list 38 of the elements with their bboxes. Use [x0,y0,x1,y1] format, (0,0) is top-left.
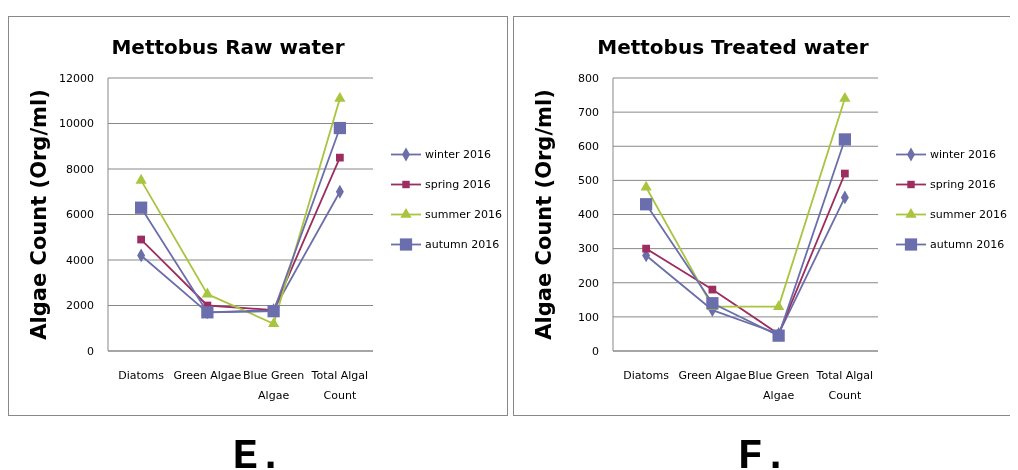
y-tick-label: 2000 [66,299,94,313]
x-tick-label: Blue Green Algae [243,369,305,402]
y-tick-label: 0 [592,344,599,358]
x-tick-label: Diatoms [623,369,670,382]
x-tick-label: Blue Green Algae [748,369,810,402]
legend-label: winter 2016 [425,148,492,162]
text: F. [737,433,789,470]
y-tick-label: 0 [87,344,94,358]
chart-title: Mettobus Treated water [597,35,869,59]
y-tick-label: 12000 [59,71,94,85]
x-tick-label: Green Algae [678,369,747,382]
y-tick-label: 800 [578,71,599,85]
y-tick-label: 4000 [66,253,94,267]
legend-label: autumn 2016 [425,238,500,252]
legend-label: autumn 2016 [930,238,1005,252]
y-tick-label: 600 [578,140,599,154]
y-tick-label: 8000 [66,162,94,176]
y-axis-title: Algae Count (Org/ml) [27,89,51,340]
y-tick-label: 300 [578,242,599,256]
y-tick-label: 500 [578,174,599,188]
y-tick-label: 200 [578,276,599,290]
legend-label: spring 2016 [425,178,491,192]
chart-title: Mettobus Raw water [111,35,345,59]
y-tick-label: 700 [578,105,599,119]
y-tick-label: 400 [578,208,599,222]
y-axis-title: Algae Count (Org/ml) [532,89,556,340]
x-tick-label: Diatoms [118,369,165,382]
x-tick-label: Total Algal Count [310,369,369,402]
legend-label: spring 2016 [930,178,996,192]
x-tick-label: Total Algal Count [815,369,874,402]
y-tick-label: 10000 [59,117,94,131]
y-tick-label: 6000 [66,208,94,222]
text: E. [232,433,284,470]
x-tick-label: Green Algae [173,369,242,382]
legend-label: summer 2016 [425,208,502,222]
y-tick-label: 100 [578,310,599,324]
legend-label: winter 2016 [930,148,997,162]
legend-label: summer 2016 [930,208,1007,222]
